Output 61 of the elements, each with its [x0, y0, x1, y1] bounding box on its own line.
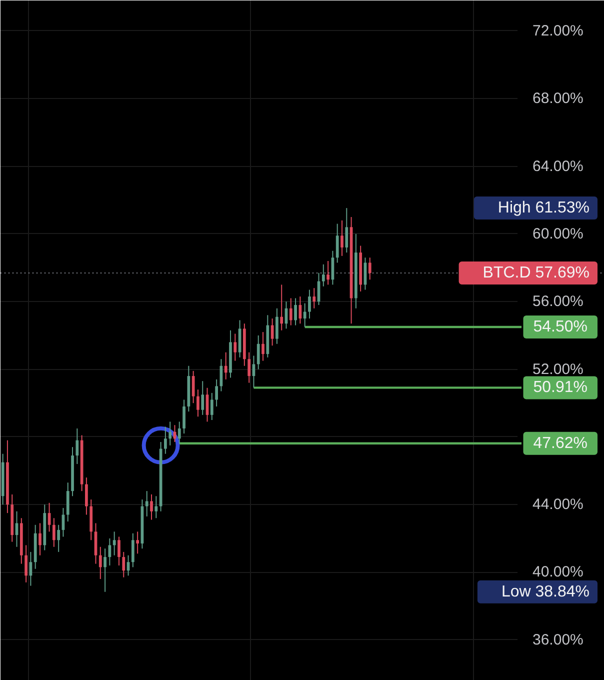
candlestick — [201, 380, 204, 416]
candlestick — [276, 308, 278, 344]
candlestick — [215, 378, 218, 407]
candlestick — [224, 352, 228, 380]
ref-line-label: 47.62% — [533, 434, 588, 452]
ref-line-label: 54.50% — [533, 318, 588, 336]
candlestick — [210, 392, 214, 421]
candlestick — [192, 370, 195, 404]
candlestick — [38, 522, 42, 556]
y-tick-label: 40.00% — [532, 564, 584, 581]
candlestick — [98, 546, 102, 580]
candlestick — [178, 421, 181, 444]
candlestick — [108, 538, 112, 566]
y-tick-label: 36.00% — [532, 631, 584, 648]
candlestick — [131, 532, 134, 568]
candlestick — [154, 496, 158, 519]
candlestick — [118, 536, 120, 566]
annotation: High 61.53% — [498, 200, 590, 217]
candlestick — [122, 551, 126, 578]
candlestick — [168, 421, 172, 446]
candlestick — [312, 288, 316, 309]
candlestick — [57, 524, 60, 552]
candlestick — [303, 302, 306, 328]
candlestick — [164, 426, 167, 454]
candlestick — [256, 334, 260, 370]
candlestick — [262, 332, 264, 362]
candlestick — [294, 298, 297, 326]
candlestick — [368, 257, 372, 280]
candlestick — [336, 223, 339, 264]
candlestick — [85, 477, 88, 516]
candlestick — [196, 389, 200, 418]
candlestick — [326, 260, 330, 286]
ref-line-label: BTC.D 57.69% — [482, 264, 590, 282]
candlestick — [345, 208, 348, 254]
candlestick — [248, 352, 251, 384]
candlestick — [66, 482, 70, 522]
candlestick — [234, 333, 237, 362]
candlestick — [150, 494, 153, 520]
candlestick — [24, 544, 28, 583]
annotation: Low 38.84% — [501, 583, 590, 600]
y-tick-label: 52.00% — [532, 360, 584, 378]
candlestick — [136, 531, 139, 554]
candlestick — [112, 531, 116, 556]
candlestick — [76, 428, 79, 464]
y-tick-label: 64.00% — [532, 158, 584, 175]
y-tick-label: 44.00% — [532, 496, 584, 514]
candlestick — [308, 289, 311, 320]
y-tick-label: 56.00% — [532, 293, 584, 310]
candlestick — [182, 399, 186, 434]
candlestick — [280, 284, 284, 331]
candlestick — [322, 264, 325, 287]
ref-line-label: 50.91% — [533, 379, 588, 396]
y-tick-label: 72.00% — [532, 22, 584, 40]
y-tick-label: 68.00% — [532, 90, 584, 108]
candlestick — [145, 490, 148, 517]
candlestick — [340, 220, 344, 256]
candlestick — [298, 296, 302, 324]
candlestick — [52, 518, 56, 548]
candlestick — [104, 548, 106, 592]
y-tick-label: 60.00% — [532, 225, 584, 242]
candlestick — [289, 298, 292, 326]
